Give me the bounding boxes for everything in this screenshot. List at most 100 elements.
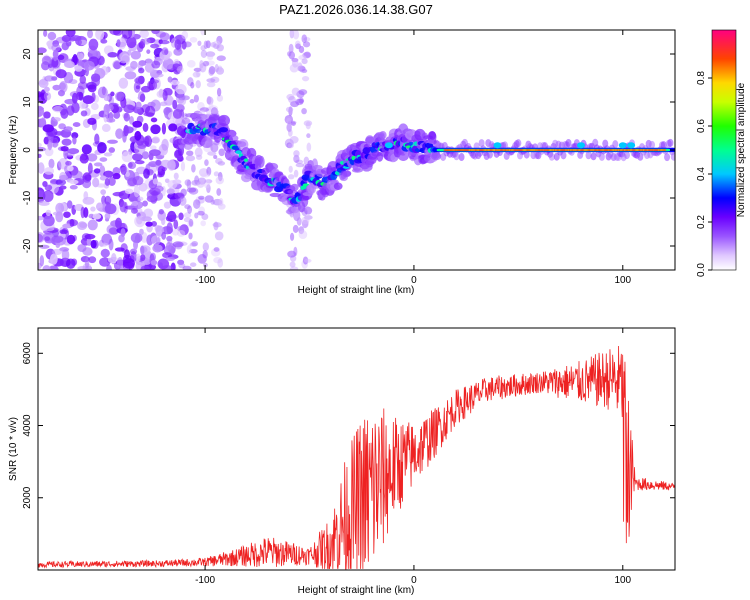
spectrogram-cell [127, 161, 137, 170]
spectrogram-cell [140, 254, 146, 262]
spectrogram-cell [177, 229, 186, 237]
spectrogram-cell [293, 150, 300, 158]
spectrogram-cell [83, 191, 89, 201]
spectrogram-cell [189, 262, 197, 267]
spectrogram-cell [118, 77, 129, 89]
spectrogram-cell [202, 242, 209, 252]
spectrogram-cell [515, 139, 522, 148]
spectrogram-cell [166, 235, 173, 242]
spectrogram-cell [152, 178, 159, 185]
spectrogram-cell [71, 92, 78, 104]
spectrogram-cell [218, 198, 224, 207]
snr-x-axis-label: Height of straight line (km) [298, 585, 415, 596]
spectrogram-cell [116, 256, 124, 269]
spectrogram-cell [55, 179, 67, 186]
spectrogram-cell [38, 146, 46, 152]
spectrogram-cell [52, 49, 59, 58]
spectrogram-cell [101, 123, 111, 132]
spectrogram-cell [428, 131, 436, 140]
spectrogram-cell [216, 44, 224, 52]
spectrogram-cell [67, 148, 80, 155]
snr-y-axis-label: SNR (10 * v/v) [8, 417, 19, 481]
spectrogram-cell [197, 40, 202, 46]
spectrogram-cell [343, 170, 352, 177]
spectrogram-cell [243, 158, 249, 163]
spectrogram-cell [202, 250, 208, 259]
spectrogram-cell [384, 142, 393, 149]
colorbar-tick-label: 0.6 [696, 119, 707, 133]
spectrogram-cell [140, 232, 148, 243]
spectrogram-cell [71, 132, 79, 139]
spectrogram-cell [163, 201, 172, 209]
snr-y-tick-label: 6000 [22, 342, 33, 365]
spectrogram-cell [664, 153, 671, 162]
spectrogram-cell [103, 111, 108, 123]
spectrogram-cell [118, 52, 130, 64]
spectrogram-cell [288, 95, 296, 104]
spectrogram-cell [213, 247, 220, 252]
spectrogram-cell [139, 228, 144, 235]
spectrogram-cell [333, 182, 343, 190]
spectrogram-cell [189, 36, 198, 43]
spectrogram-cell [200, 173, 211, 178]
spectrogram-cell [548, 152, 555, 161]
spectrogram-cell [139, 93, 146, 103]
spectrogram-cell [66, 234, 76, 245]
spectrogram-cell [208, 114, 221, 121]
spectrogram-cell [106, 264, 112, 270]
spectrogram-cell [289, 232, 295, 241]
spectrogram-cell [38, 142, 42, 148]
spectrogram-cell [87, 84, 97, 93]
spectrogram-cell [159, 101, 168, 107]
colorbar-label: Normalized spectral amplitude [736, 82, 747, 217]
spectrogram-cell [98, 242, 109, 247]
spectrogram-cell [84, 174, 92, 181]
spectrogram-cell [150, 43, 160, 49]
spectrogram-cell [187, 205, 193, 214]
spectrogram-cell [431, 150, 438, 159]
spectrogram-cell [44, 75, 55, 82]
spectrogram-cell [123, 124, 129, 137]
spectrogram-cell [627, 142, 636, 149]
spectrogram-cell [39, 244, 50, 249]
spectrogram-cell [152, 244, 163, 253]
spectrogram-cell [207, 55, 214, 60]
spectrogram-cell [181, 117, 191, 125]
spectrogram-cell [297, 98, 305, 104]
spectrogram-x-tick-label: 100 [614, 275, 631, 286]
spectrogram-cell [486, 150, 493, 159]
spectrogram-heatmap [38, 30, 675, 270]
spectrogram-cell [286, 117, 292, 125]
spectrogram-cell [165, 256, 176, 262]
spectrogram-cell [351, 168, 363, 173]
spectrogram-cell [577, 142, 586, 149]
spectrogram-cell [38, 233, 44, 243]
spectrogram-cell [61, 138, 72, 146]
spectrogram-cell [124, 71, 137, 80]
spectrogram-cell [166, 222, 173, 235]
spectrogram-cell [293, 209, 301, 222]
spectrogram-cell [215, 158, 223, 165]
spectrogram-cell [186, 59, 196, 68]
colorbar-tick-label: 0.8 [696, 71, 707, 85]
spectrogram-cell [176, 65, 184, 74]
spectrogram-cell [108, 238, 114, 251]
spectrogram-cell [43, 190, 54, 203]
snr-series-line [38, 345, 675, 570]
spectrogram-cell [129, 116, 134, 125]
spectrogram-cell [75, 91, 84, 101]
spectrogram-cell [303, 258, 312, 263]
spectrogram-cell [193, 199, 201, 209]
spectrogram-cell [213, 171, 220, 177]
spectrogram-cell [104, 195, 112, 206]
spectrogram-cell [173, 48, 183, 56]
spectrogram-cell [150, 124, 161, 135]
spectrogram-cell [132, 200, 139, 207]
spectrogram-cell [172, 99, 178, 110]
spectrogram-cell [301, 75, 310, 82]
spectrogram-cell [88, 38, 99, 51]
spectrogram-cell [301, 107, 307, 115]
spectrogram-cell [69, 218, 75, 227]
spectrogram-cell [38, 162, 45, 174]
spectrogram-cell [612, 140, 619, 149]
